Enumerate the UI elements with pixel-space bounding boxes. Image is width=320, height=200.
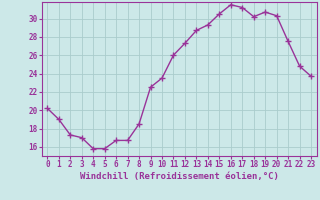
X-axis label: Windchill (Refroidissement éolien,°C): Windchill (Refroidissement éolien,°C) [80, 172, 279, 181]
